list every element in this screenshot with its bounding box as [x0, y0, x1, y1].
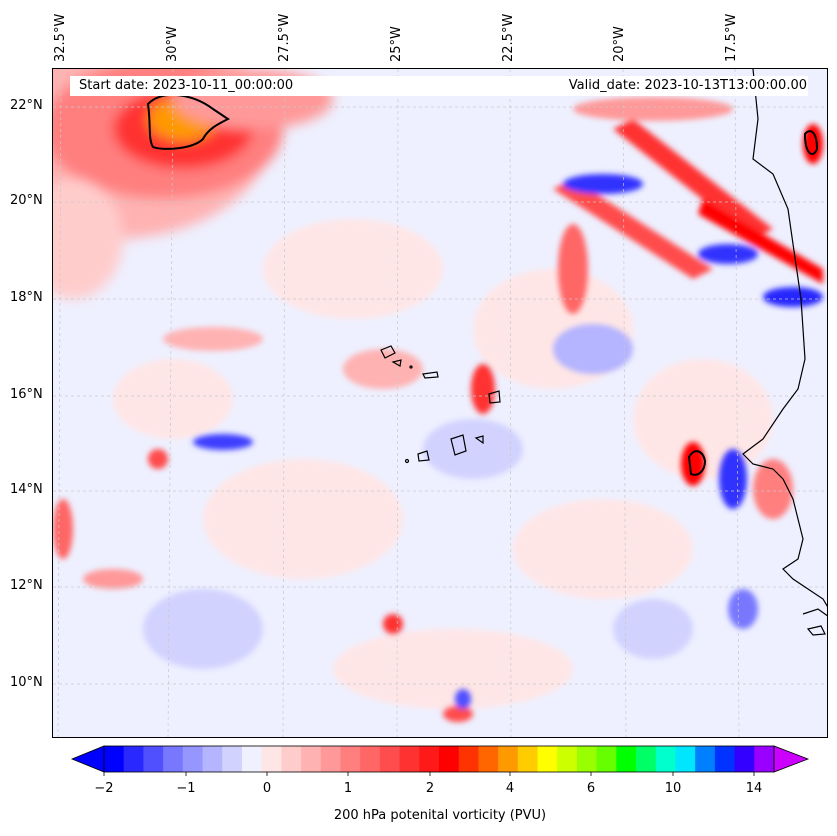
lat-label-22n: 22°N — [10, 98, 43, 113]
colorbar-swatch — [517, 746, 539, 772]
colorbar-swatch — [202, 746, 223, 772]
colorbar-swatch — [636, 746, 657, 772]
colorbar-swatch — [616, 746, 637, 772]
colorbar-swatch — [301, 746, 322, 772]
colorbar-swatch — [281, 746, 302, 772]
colorbar-border — [103, 745, 775, 773]
lat-label-18n: 18°N — [10, 290, 43, 305]
lon-label-30w: 30°W — [165, 26, 180, 62]
colorbar-swatch — [695, 746, 716, 772]
lat-label-16n: 16°N — [10, 387, 43, 402]
colorbar-swatch — [360, 746, 381, 772]
colorbar-swatch — [557, 746, 578, 772]
colorbar-swatch — [222, 746, 243, 772]
colorbar-title: 200 hPa potenital vorticity (PVU) — [333, 808, 547, 823]
colorbar-swatch — [340, 746, 361, 772]
graticule — [53, 69, 827, 737]
bijagos-islands — [802, 608, 827, 636]
lon-label-32-5w: 32.5°W — [53, 13, 68, 62]
pv-field-map — [53, 69, 827, 737]
date-info-bar — [70, 76, 808, 96]
cbar-tick-label: 2 — [425, 781, 435, 796]
colorbar-swatch — [675, 746, 696, 772]
colorbar-swatch — [655, 746, 676, 772]
colorbar-swatch — [419, 746, 440, 772]
africa-coastline — [742, 69, 827, 607]
lon-label-25w: 25°W — [389, 26, 404, 62]
cbar-tick-label: 6 — [586, 781, 596, 796]
lat-label-20n: 20°N — [10, 193, 43, 208]
colorbar-swatch — [379, 746, 401, 772]
colorbar-swatch — [576, 746, 598, 772]
colorbar-swatch — [104, 746, 125, 772]
pv-2pvu-contour — [146, 93, 819, 476]
cbar-tick-label: 1 — [343, 781, 353, 796]
map-panel — [52, 68, 828, 738]
colorbar-swatch — [537, 746, 558, 772]
lon-label-17-5w: 17.5°W — [724, 13, 739, 62]
colorbar-swatch — [714, 746, 736, 772]
colorbar-swatch — [498, 746, 519, 772]
cbar-tick-label: −1 — [176, 781, 196, 796]
cape-verde-islands — [380, 345, 501, 464]
colorbar-swatch — [439, 746, 460, 772]
colorbar-extend-max — [773, 745, 810, 773]
lat-label-14n: 14°N — [10, 482, 43, 497]
lon-label-27-5w: 27.5°W — [277, 13, 292, 62]
colorbar-swatch — [754, 746, 775, 772]
colorbar-swatch — [261, 746, 282, 772]
pv-ne-streaks — [553, 97, 823, 314]
colorbar-swatch — [123, 746, 144, 772]
colorbar-swatch — [163, 746, 184, 772]
cbar-tick-label: 10 — [664, 781, 682, 796]
lon-label-20w: 20°W — [612, 26, 627, 62]
colorbar-extend-min — [70, 745, 105, 773]
colorbar-swatch — [458, 746, 479, 772]
lat-label-10n: 10°N — [10, 675, 43, 690]
lat-label-12n: 12°N — [10, 578, 43, 593]
colorbar-swatch — [241, 746, 263, 772]
cbar-tick-label: −2 — [94, 781, 114, 796]
colorbar-swatch — [182, 746, 204, 772]
valid-date-label: Valid_date: 2023-10-13T13:00:00.00 — [568, 78, 807, 93]
cbar-tick-label: 4 — [505, 781, 515, 796]
colorbar-swatch — [399, 746, 420, 772]
colorbar-swatch — [320, 746, 341, 772]
colorbar — [70, 745, 810, 776]
pv-scattered-features — [53, 324, 793, 722]
colorbar-swatch — [734, 746, 755, 772]
colorbar-swatch — [143, 746, 164, 772]
cbar-tick-label: 0 — [262, 781, 272, 796]
colorbar-swatch — [478, 746, 499, 772]
lon-label-22-5w: 22.5°W — [501, 13, 516, 62]
start-date-label: Start date: 2023-10-11_00:00:00 — [79, 78, 294, 93]
cbar-tick-label: 14 — [745, 781, 763, 796]
colorbar-swatch — [596, 746, 617, 772]
